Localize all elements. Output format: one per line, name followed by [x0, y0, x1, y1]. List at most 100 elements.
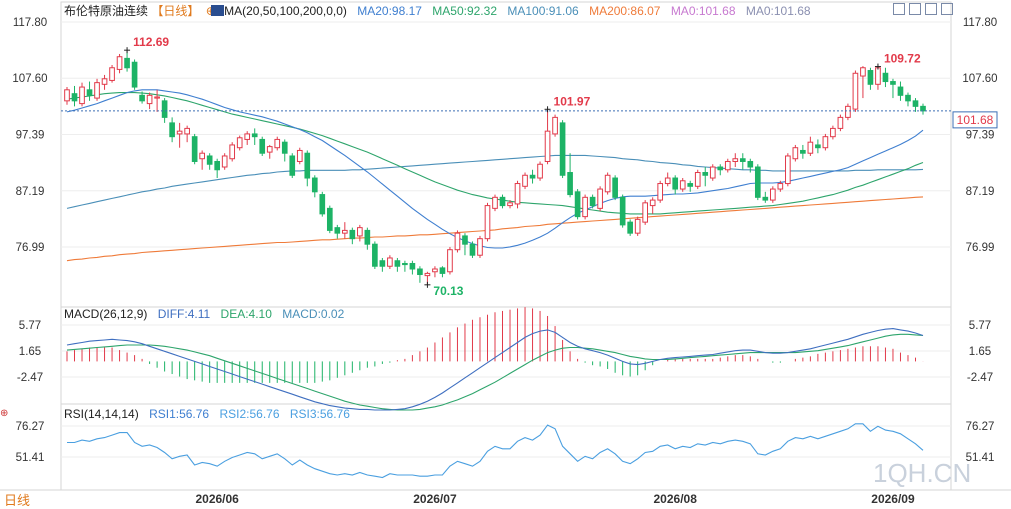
candle	[717, 164, 724, 176]
candle	[604, 172, 611, 195]
candle	[837, 114, 844, 132]
ma50-value: MA50:92.32	[432, 4, 497, 18]
y-tick-label-right: 51.41	[966, 452, 995, 464]
candle	[815, 139, 821, 154]
candle	[522, 172, 528, 190]
annotation-label: 112.69	[133, 35, 169, 49]
candle	[664, 172, 671, 187]
candle	[326, 205, 333, 234]
candle	[274, 136, 281, 151]
candle	[139, 91, 145, 104]
candle	[116, 53, 123, 74]
candle	[94, 78, 100, 101]
fullscreen-icon[interactable]	[941, 3, 953, 15]
rsi-line	[67, 423, 924, 479]
candle	[499, 194, 506, 209]
candle	[912, 98, 919, 112]
candle	[537, 161, 543, 181]
candle	[86, 81, 93, 101]
ma100-value: MA100:91.06	[507, 4, 579, 18]
settings-icon[interactable]: ⊕	[206, 4, 216, 18]
ma200-value: MA200:86.07	[589, 4, 661, 18]
candle	[890, 78, 896, 99]
grid	[61, 21, 951, 458]
candle	[319, 191, 326, 217]
y-tick-label-right: 1.65	[969, 346, 991, 358]
current-price-tag: 101.68	[952, 111, 998, 129]
y-tick-label-left: 87.19	[16, 186, 45, 198]
candle	[672, 175, 679, 195]
candle	[154, 89, 160, 112]
candle	[612, 175, 618, 201]
dea-line	[66, 333, 924, 411]
candle	[552, 114, 558, 137]
candle	[597, 186, 603, 212]
candle	[251, 128, 258, 145]
zoom-in-icon[interactable]	[893, 3, 905, 15]
candle	[634, 216, 641, 236]
candle	[732, 153, 739, 168]
candle	[169, 117, 175, 143]
candle	[484, 202, 491, 242]
candle	[574, 189, 581, 220]
expand-icon[interactable]	[925, 3, 937, 15]
annotation-label: 109.72	[884, 52, 921, 66]
candle	[642, 200, 649, 225]
candle	[289, 153, 296, 179]
candle	[79, 82, 85, 107]
candle	[244, 131, 251, 145]
y-tick-label-right: -2.47	[967, 372, 993, 384]
y-tick-label-left: 76.27	[16, 421, 45, 433]
crosshair-icon[interactable]: ⊕	[0, 408, 8, 419]
rsi-indicator-label[interactable]: RSI(14,14,14)	[64, 407, 139, 421]
ma20-line	[66, 89, 924, 249]
candle	[124, 50, 130, 72]
y-tick-label-left: 5.77	[19, 320, 41, 332]
instrument-name: 布伦特原油连续	[64, 3, 148, 18]
candle	[71, 85, 78, 107]
candle	[146, 92, 153, 110]
x-tick-label: 2026/08	[654, 492, 698, 506]
candle	[559, 120, 566, 179]
y-tick-label-left: -2.47	[17, 372, 43, 384]
period-label[interactable]: 【日线】	[151, 4, 199, 18]
candle	[769, 186, 776, 203]
candle	[236, 135, 243, 151]
candle	[334, 224, 341, 239]
candle	[754, 164, 761, 201]
candle	[875, 66, 881, 90]
candle	[439, 266, 446, 278]
annotation: 101.97	[544, 94, 591, 113]
candle	[845, 103, 851, 121]
rsi2-value: RSI2:56.76	[219, 407, 279, 421]
y-tick-label-right: 76.99	[966, 242, 995, 254]
candle	[657, 180, 664, 203]
candle	[807, 136, 814, 156]
ma0-value-b: MA0:101.68	[746, 4, 811, 18]
candle	[176, 122, 183, 148]
candle	[109, 65, 115, 83]
candle	[777, 180, 784, 192]
candle	[417, 266, 423, 283]
current-price-label: 101.68	[957, 113, 994, 127]
candle	[131, 59, 138, 90]
rsi3-value: RSI3:56.76	[290, 407, 350, 421]
ma-color-swatch-icon[interactable]	[211, 5, 224, 16]
candle	[619, 194, 626, 228]
candle	[477, 235, 483, 258]
macd-indicator-label[interactable]: MACD(26,12,9)	[64, 307, 147, 321]
ma0-value-a: MA0:101.68	[671, 4, 736, 18]
candle	[402, 260, 408, 272]
y-tick-label-right: 107.60	[962, 73, 997, 85]
candle	[184, 125, 190, 143]
candle	[296, 147, 303, 165]
y-tick-label-left: 97.39	[16, 130, 45, 142]
annotation: 112.69	[124, 35, 169, 54]
zoom-out-icon[interactable]	[909, 3, 921, 15]
ma-indicator-label[interactable]: MA(20,50,100,200,0,0)	[224, 4, 347, 18]
candle	[687, 180, 694, 192]
period-tab[interactable]: 日线	[4, 493, 30, 508]
candle	[191, 133, 198, 165]
annotation-label: 70.13	[433, 284, 463, 298]
candle	[702, 167, 709, 187]
